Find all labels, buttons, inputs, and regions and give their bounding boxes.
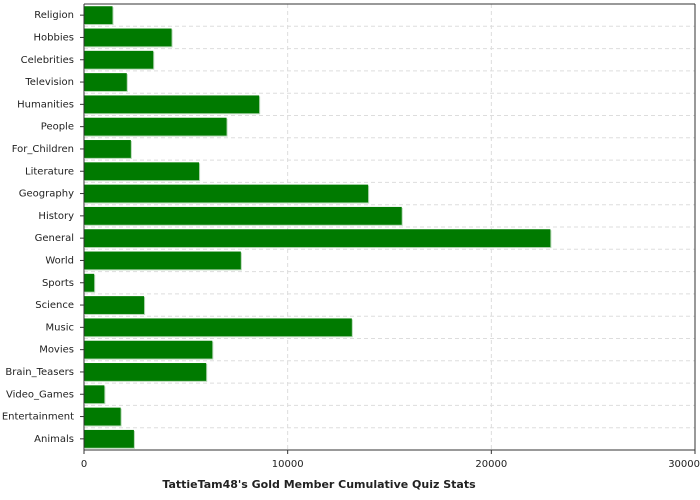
y-tick-label: Movies xyxy=(39,345,74,356)
y-tick-label: Sports xyxy=(42,278,74,289)
x-axis-title: TattieTam48's Gold Member Cumulative Qui… xyxy=(162,478,476,491)
y-tick-label: Brain_Teasers xyxy=(5,367,74,378)
y-tick-label: Literature xyxy=(25,166,74,177)
bar xyxy=(84,429,134,448)
y-tick-label: People xyxy=(41,122,74,133)
y-tick-label: Video_Games xyxy=(6,389,74,400)
bar xyxy=(84,407,121,426)
bar xyxy=(84,184,369,203)
y-tick-label: For_Children xyxy=(12,144,74,155)
bar xyxy=(84,50,154,69)
y-tick-label: Science xyxy=(35,300,74,311)
bar xyxy=(84,251,241,270)
x-tick-label: 0 xyxy=(81,459,87,470)
bar xyxy=(84,162,200,181)
x-tick-label: 20000 xyxy=(475,459,507,470)
y-tick-label: Hobbies xyxy=(34,32,74,43)
bar xyxy=(84,318,352,337)
bar xyxy=(84,229,551,248)
bar xyxy=(84,73,127,91)
bar xyxy=(84,385,105,404)
bar xyxy=(84,117,227,136)
bar xyxy=(84,296,145,314)
y-tick-label: Humanities xyxy=(17,99,74,110)
y-tick-label: General xyxy=(35,233,74,244)
y-tick-label: Religion xyxy=(34,10,74,21)
x-tick-label: 30000 xyxy=(668,459,700,470)
x-tick-label: 10000 xyxy=(272,459,304,470)
y-tick-label: Television xyxy=(24,77,74,88)
y-tick-label: Geography xyxy=(19,189,74,200)
y-tick-label: Animals xyxy=(34,434,74,445)
bar xyxy=(84,140,131,158)
bar xyxy=(84,95,260,114)
bar xyxy=(84,28,172,47)
bar xyxy=(84,340,213,359)
bar xyxy=(84,6,113,25)
bar xyxy=(84,363,207,381)
y-tick-label: World xyxy=(45,255,74,266)
y-tick-label: Entertainment xyxy=(2,412,74,423)
y-tick-label: History xyxy=(38,211,74,222)
bar xyxy=(84,206,402,225)
y-tick-label: Celebrities xyxy=(21,55,74,66)
y-tick-label: Music xyxy=(46,322,74,333)
bar xyxy=(84,273,95,292)
